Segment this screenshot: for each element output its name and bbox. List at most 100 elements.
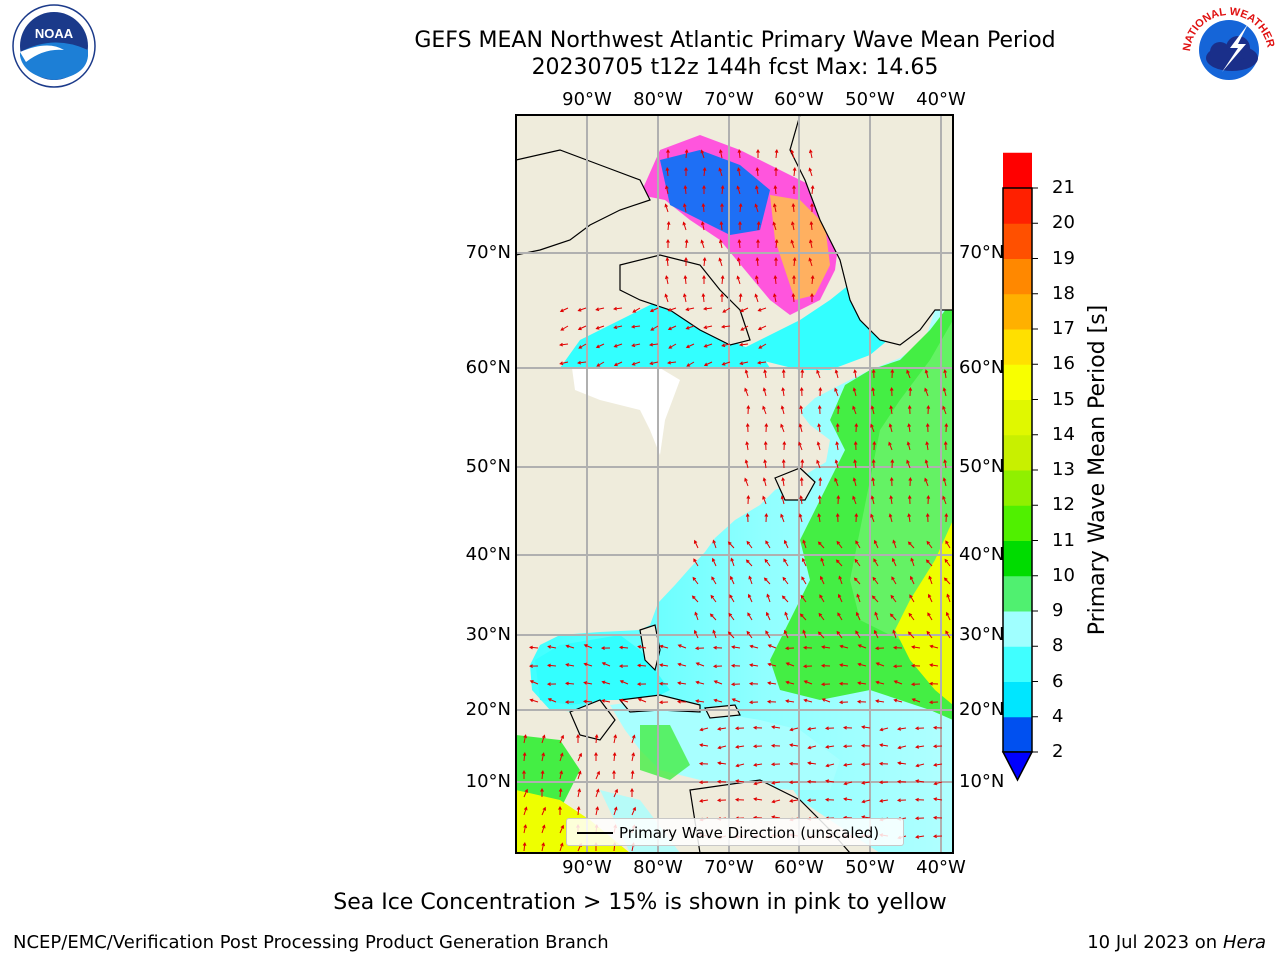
wave-arrow [933, 797, 943, 801]
wave-arrow [559, 361, 569, 366]
wave-arrow [541, 842, 546, 852]
colorbar-tick-label: 17 [1052, 318, 1075, 339]
wave-arrow [578, 343, 587, 349]
wave-arrow [893, 698, 903, 703]
wave-arrow [924, 387, 929, 397]
wave-arrow [801, 557, 807, 567]
wave-arrow [927, 612, 933, 621]
wave-arrow [873, 539, 879, 549]
wave-arrow [748, 575, 753, 585]
colorbar-segment [1003, 329, 1032, 365]
wave-arrow [836, 494, 841, 505]
wave-arrow [781, 477, 785, 487]
wave-arrow [798, 441, 803, 451]
wave-arrow [924, 477, 929, 487]
wave-arrow [522, 752, 527, 762]
wave-arrow [810, 202, 814, 212]
colorbar-segment [1003, 470, 1032, 506]
wave-arrow [703, 343, 713, 348]
wave-arrow [565, 644, 575, 649]
wave-arrow [780, 513, 785, 523]
wave-arrow [711, 557, 717, 567]
wave-arrow [803, 680, 813, 685]
lon-label-bottom-80w: 80°W [633, 857, 683, 878]
wave-arrow [783, 558, 789, 567]
wave-arrow [718, 167, 723, 177]
wave-arrow [871, 368, 876, 379]
wave-arrow [944, 558, 951, 567]
wave-arrow [872, 440, 877, 451]
wave-arrow [788, 780, 799, 785]
wave-arrow [583, 681, 593, 685]
wave-arrow [727, 631, 735, 639]
wave-arrow [717, 761, 727, 765]
wave-arrow [559, 734, 564, 744]
wave-arrow [712, 539, 717, 549]
wave-arrow [817, 404, 822, 415]
wave-arrow [926, 630, 933, 639]
map-area [516, 115, 953, 853]
wave-arrow [763, 577, 771, 585]
colorbar-tick-label: 11 [1052, 529, 1075, 551]
wave-arrow [843, 763, 853, 767]
wave-arrow [631, 752, 636, 762]
wave-arrow [914, 797, 925, 802]
lon-label-bottom-60w: 60°W [774, 857, 824, 878]
wave-arrow [870, 513, 875, 523]
wave-arrow [872, 576, 879, 585]
wave-arrow [824, 797, 835, 802]
wave-arrow [785, 680, 795, 685]
wave-arrow [727, 541, 735, 549]
wave-arrow [601, 699, 611, 703]
wave-arrow [788, 761, 799, 766]
wave-arrow [857, 644, 867, 649]
wave-arrow [523, 806, 528, 816]
wave-arrow [932, 725, 943, 730]
wave-arrow [933, 781, 943, 786]
wave-arrow [720, 292, 724, 302]
wave-arrow [790, 149, 795, 159]
wave-arrow [909, 575, 915, 585]
wave-arrow [792, 257, 797, 267]
wave-arrow [739, 307, 749, 313]
wave-arrow [763, 440, 768, 451]
wave-arrow [943, 369, 947, 379]
wave-arrow [910, 557, 915, 567]
wave-arrow [942, 495, 947, 505]
wave-arrow [860, 762, 871, 767]
wave-arrow [783, 629, 789, 639]
wave-arrow [772, 203, 777, 213]
baffin-ice-blue [660, 150, 770, 235]
wave-arrow [612, 769, 616, 779]
wave-arrow [820, 663, 831, 668]
wave-arrow [942, 387, 947, 397]
wave-arrow [522, 769, 526, 779]
wave-arrow [774, 256, 778, 266]
wave-arrow [559, 307, 569, 313]
wave-arrow [888, 441, 893, 451]
caribbean-green [640, 725, 690, 780]
wave-arrow [856, 699, 867, 704]
wave-arrow [718, 239, 723, 249]
wave-arrow [699, 799, 709, 803]
wave-arrow [799, 386, 804, 397]
wave-arrow [541, 734, 546, 744]
wave-arrow [780, 423, 785, 433]
wave-arrow [729, 594, 735, 603]
wave-arrow [541, 752, 546, 762]
wave-arrow [821, 698, 831, 703]
wave-arrow [924, 369, 929, 379]
lat-label-left-40n: 40°N [465, 544, 511, 565]
wave-arrow [803, 698, 813, 703]
wave-arrow [631, 324, 641, 329]
wave-arrow [879, 727, 889, 732]
lon-label-bottom-70w: 70°W [704, 857, 754, 878]
wave-arrow [577, 788, 582, 798]
wave-arrow [819, 594, 825, 603]
wave-arrow [637, 698, 647, 703]
wave-arrow [691, 595, 699, 603]
footer-date-text: 10 Jul 2023 on [1087, 932, 1223, 953]
wave-arrow [668, 343, 677, 349]
wave-arrow [613, 361, 623, 367]
wave-arrow [836, 540, 843, 549]
